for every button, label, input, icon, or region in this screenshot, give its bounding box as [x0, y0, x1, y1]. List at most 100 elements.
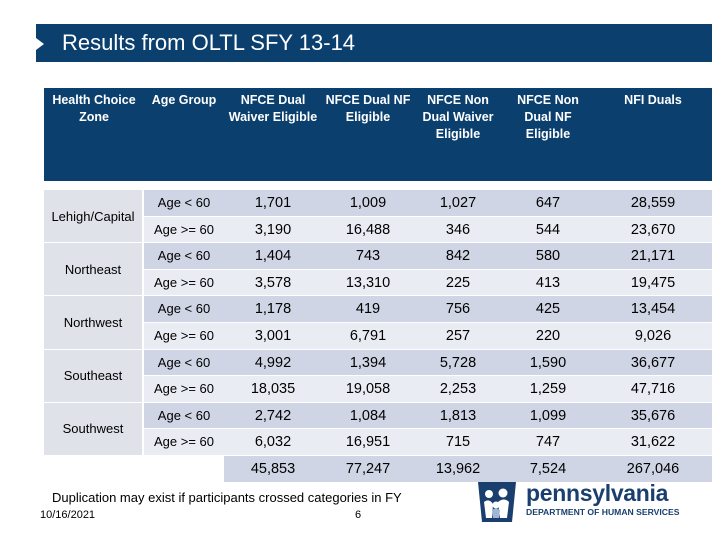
value-cell: 225: [445, 274, 471, 291]
logo-name: pennsylvania: [526, 480, 669, 506]
value-cell: 2,742: [254, 407, 292, 424]
value-cell: 3,190: [254, 221, 292, 238]
date: 10/16/2021: [40, 509, 96, 521]
table-row: [144, 376, 712, 402]
page-title: Results from OLTL SFY 13-14: [62, 30, 356, 55]
value-cell: 13,310: [345, 274, 391, 291]
value-cell: 16,488: [345, 221, 391, 238]
value-cell: 1,259: [529, 381, 567, 398]
value-cell: 842: [445, 248, 471, 265]
page-number: 6: [355, 509, 362, 521]
value-cell: 23,670: [630, 221, 676, 238]
value-cell: 2,253: [439, 381, 477, 398]
zone-cell: Lehigh/Capital: [44, 190, 142, 243]
value-cell: 35,676: [630, 407, 676, 424]
age-group-cell: Age < 60: [157, 407, 211, 423]
table-header-cell: Health Choice Zone: [44, 88, 144, 181]
value-cell: 47,716: [630, 381, 676, 398]
value-cell: 647: [535, 195, 561, 211]
table-row: [144, 216, 712, 243]
value-cell: 220: [535, 328, 561, 344]
pennsylvania-logo: pennsylvania DEPARTMENT OF HUMAN SERVICE…: [474, 480, 714, 524]
value-cell: 544: [535, 221, 561, 238]
value-cell: 1,813: [439, 407, 477, 424]
zone-cell: Southwest: [44, 402, 142, 455]
table-header-cell: Age Group: [144, 88, 224, 181]
table-row: [144, 190, 712, 216]
table-header-cell: NFCE Dual NF Eligible: [322, 88, 414, 181]
value-cell: 13,454: [630, 301, 676, 318]
value-cell: 6,032: [254, 434, 292, 451]
table-header-cell: NFI Duals: [594, 88, 712, 181]
keystone-family-icon: [478, 482, 516, 522]
value-cell: 747: [535, 434, 561, 451]
value-cell: 28,559: [630, 195, 676, 211]
age-group-cell: Age < 60: [157, 195, 211, 210]
value-cell: 419: [355, 301, 381, 318]
age-group-cell: Age >= 60: [154, 434, 214, 450]
title-bar: [36, 24, 712, 62]
table-row: [144, 429, 712, 455]
table-header-cell: NFCE Non Dual NF Eligible: [502, 88, 594, 181]
value-cell: 1,009: [349, 195, 387, 211]
value-cell: 36,677: [630, 354, 676, 371]
value-cell: 257: [445, 328, 471, 344]
zone-label: Northeast: [64, 261, 122, 277]
total-cell: 267,046: [626, 461, 680, 477]
age-group-cell: Age < 60: [157, 248, 211, 264]
value-cell: 19,058: [345, 381, 391, 398]
value-cell: 1,084: [349, 407, 387, 424]
value-cell: 1,178: [254, 301, 292, 318]
age-group-cell: Age >= 60: [154, 381, 214, 397]
value-cell: 3,578: [254, 274, 292, 291]
zone-label: Southwest: [62, 421, 124, 437]
total-cell: 13,962: [435, 461, 481, 477]
value-cell: 3,001: [254, 328, 292, 344]
value-cell: 1,701: [254, 195, 292, 211]
value-cell: 4,992: [254, 354, 292, 371]
value-cell: 18,035: [250, 381, 296, 398]
value-cell: 21,171: [630, 248, 676, 265]
total-cell: 45,853: [250, 461, 296, 477]
age-group-cell: Age < 60: [157, 354, 211, 370]
zone-cell: Northwest: [44, 296, 142, 349]
total-cell: 77,247: [345, 461, 391, 477]
value-cell: 19,475: [630, 274, 676, 291]
value-cell: 16,951: [345, 434, 391, 451]
value-cell: 425: [535, 301, 561, 318]
age-group-cell: Age >= 60: [154, 274, 214, 290]
table-row: [144, 349, 712, 376]
age-group-cell: Age < 60: [157, 301, 211, 317]
value-cell: 1,404: [254, 248, 292, 265]
zone-cell: Southeast: [44, 349, 142, 402]
value-cell: 1,027: [439, 195, 477, 211]
table-row: [144, 323, 712, 349]
totals-row: [224, 456, 712, 482]
total-cell: 7,524: [529, 461, 567, 477]
table-header-cell: NFCE Non Dual Waiver Eligible: [414, 88, 502, 181]
zone-cell: Northeast: [44, 243, 142, 296]
age-group-cell: Age >= 60: [154, 328, 214, 343]
value-cell: 1,099: [529, 407, 567, 424]
value-cell: 1,394: [349, 354, 387, 371]
zone-label: Southeast: [63, 368, 123, 384]
value-cell: 346: [445, 221, 471, 238]
table-row: [144, 243, 712, 269]
value-cell: 9,026: [634, 328, 672, 344]
footnote: Duplication may exist if participants cr…: [52, 490, 402, 505]
value-cell: 1,590: [529, 354, 567, 371]
table-row: [144, 402, 712, 429]
value-cell: 756: [445, 301, 471, 318]
value-cell: 6,791: [349, 328, 387, 344]
value-cell: 715: [445, 434, 471, 451]
table-row: [144, 269, 712, 296]
table-header-cell: NFCE Dual Waiver Eligible: [224, 88, 322, 181]
age-group-cell: Age >= 60: [154, 221, 214, 237]
value-cell: 5,728: [439, 354, 477, 371]
value-cell: 31,622: [630, 434, 676, 451]
logo-department: DEPARTMENT OF HUMAN SERVICES: [526, 507, 680, 517]
value-cell: 413: [535, 274, 561, 291]
title-arrow-icon: [36, 38, 44, 50]
value-cell: 743: [355, 248, 381, 265]
value-cell: 580: [535, 248, 561, 265]
